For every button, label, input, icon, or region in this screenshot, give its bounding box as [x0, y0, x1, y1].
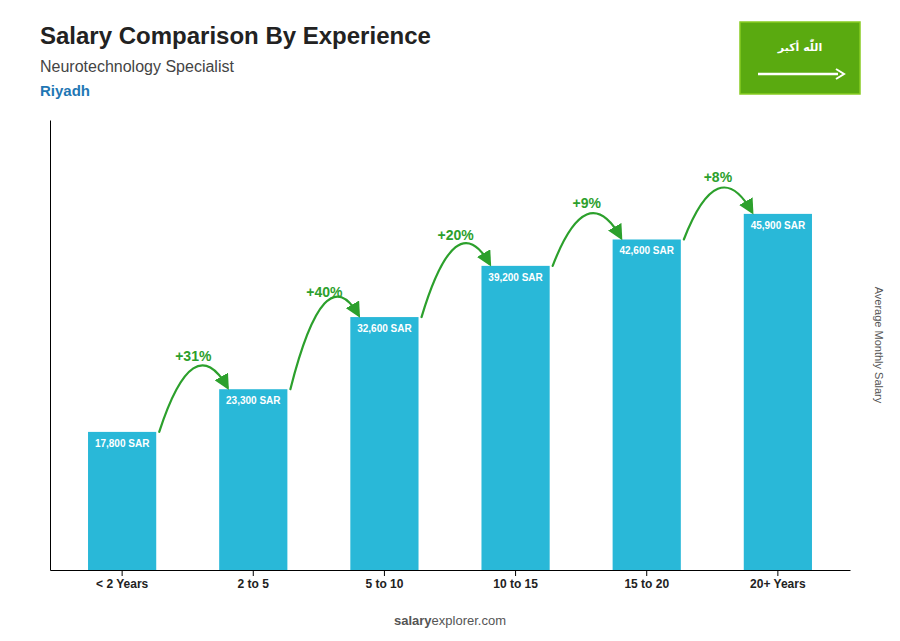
city: Riyadh	[40, 82, 90, 99]
plot-marks	[88, 187, 812, 570]
chart: Salary Comparison By Experience Neurotech…	[0, 0, 900, 641]
bar	[613, 239, 681, 570]
flag-text: اللّٰه أكبر	[777, 38, 822, 54]
x-tick-label: 2 to 5	[238, 577, 270, 591]
x-tick-label: 15 to 20	[624, 577, 669, 591]
x-tick-mark	[384, 570, 385, 576]
bar	[350, 317, 418, 570]
x-tick-mark	[253, 570, 254, 576]
x-axis-line	[51, 570, 851, 571]
flag-sword-tip	[836, 69, 844, 79]
x-tick: 2 to 5	[238, 570, 270, 591]
change-arrow	[422, 243, 490, 317]
pct-change: +31%	[175, 348, 212, 364]
x-tick-mark	[122, 570, 123, 576]
bar	[88, 432, 156, 570]
value-label: 42,600 SAR	[619, 245, 674, 256]
footer: salaryexplorer.com	[394, 613, 506, 628]
x-tick-mark	[515, 570, 516, 576]
flag-sword	[758, 73, 838, 76]
change-arrow	[684, 187, 752, 239]
pct-change: +8%	[704, 169, 733, 185]
x-tick-label: < 2 Years	[96, 577, 148, 591]
value-label: 32,600 SAR	[357, 323, 412, 334]
x-tick: 10 to 15	[493, 570, 538, 591]
bar	[744, 214, 812, 570]
pct-change: +20%	[437, 227, 474, 243]
x-tick-label: 20+ Years	[750, 577, 806, 591]
x-tick-label: 5 to 10	[365, 577, 403, 591]
x-tick-mark	[646, 570, 647, 576]
pct-change: +40%	[306, 284, 343, 300]
pct-change: +9%	[573, 195, 602, 211]
footer-normal: explorer.com	[432, 613, 506, 628]
x-tick: < 2 Years	[96, 570, 148, 591]
y-axis-title: Average Monthly Salary	[873, 287, 885, 404]
bar	[481, 266, 549, 570]
subtitle: Neurotechnology Specialist	[40, 58, 234, 75]
change-arrow	[290, 297, 358, 390]
flag: اللّٰه أكبر	[740, 22, 860, 94]
annotations: +31% +40% +20% +9% +8% 17,800 SAR 23,300 SAR 32…	[95, 169, 806, 449]
y-axis	[50, 121, 51, 571]
x-tick: 15 to 20	[624, 570, 669, 591]
value-label: 17,800 SAR	[95, 438, 150, 449]
bar	[219, 389, 287, 570]
flag-background	[740, 22, 860, 94]
footer-bold: salary	[394, 613, 432, 628]
value-label: 45,900 SAR	[751, 220, 806, 231]
x-tick: 5 to 10	[365, 570, 403, 591]
x-axis: < 2 Years 2 to 5 5 to 10 10 to 15 15 to 20 20…	[51, 570, 851, 591]
value-label: 23,300 SAR	[226, 395, 281, 406]
change-arrow	[553, 213, 621, 266]
x-tick: 20+ Years	[750, 570, 806, 591]
title: Salary Comparison By Experience	[40, 22, 431, 49]
y-axis-line	[50, 121, 51, 571]
value-label: 39,200 SAR	[488, 272, 543, 283]
change-arrow	[159, 365, 227, 432]
x-tick-label: 10 to 15	[493, 577, 538, 591]
x-tick-mark	[777, 570, 778, 576]
